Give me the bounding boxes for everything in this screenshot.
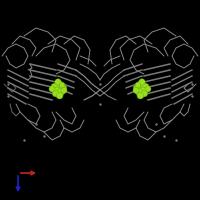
Circle shape [55, 79, 61, 85]
Circle shape [142, 83, 149, 91]
Circle shape [59, 85, 67, 92]
Circle shape [54, 87, 60, 94]
Circle shape [56, 92, 63, 99]
Circle shape [139, 79, 145, 85]
Circle shape [57, 88, 65, 96]
Circle shape [49, 86, 55, 92]
Circle shape [137, 92, 144, 99]
Circle shape [133, 85, 141, 92]
Circle shape [133, 87, 139, 93]
Circle shape [52, 90, 59, 97]
Circle shape [59, 82, 65, 88]
Circle shape [51, 83, 58, 91]
Circle shape [141, 90, 148, 97]
Circle shape [145, 86, 151, 92]
Circle shape [135, 88, 143, 96]
Circle shape [137, 81, 145, 89]
Circle shape [135, 82, 141, 88]
Circle shape [140, 87, 146, 94]
Circle shape [61, 87, 67, 93]
Circle shape [55, 81, 63, 89]
